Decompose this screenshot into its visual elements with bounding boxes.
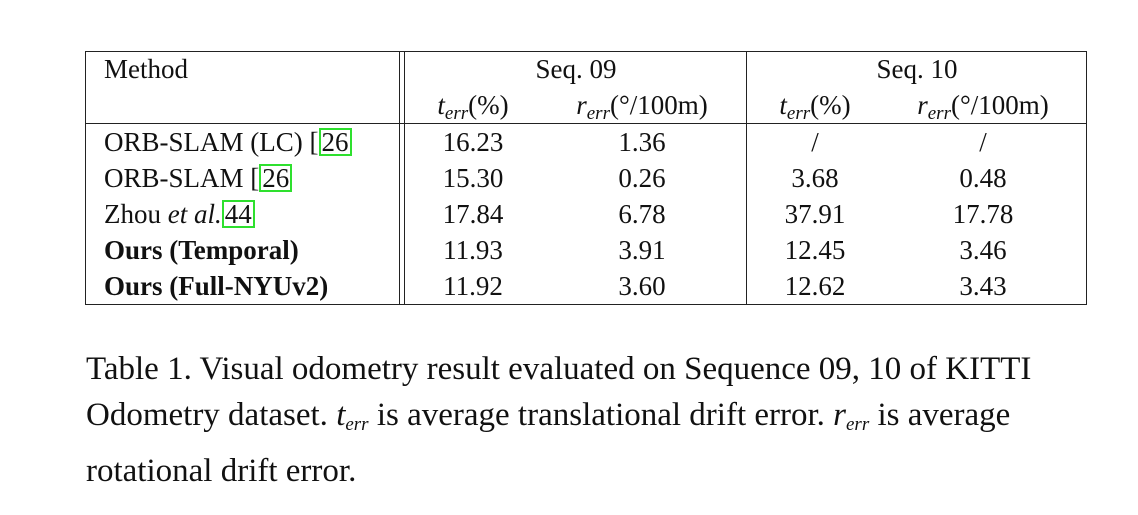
table-cell: 3.60 bbox=[618, 271, 666, 301]
table-cell: 37.91 bbox=[784, 199, 846, 229]
table-cell: / bbox=[811, 127, 819, 157]
header-seq-10: Seq. 10 bbox=[876, 54, 958, 84]
table-cell: 3.43 bbox=[959, 271, 1007, 301]
table-cell: 11.92 bbox=[443, 271, 503, 301]
header-seq-09: Seq. 09 bbox=[535, 54, 617, 84]
column-separator bbox=[399, 52, 400, 304]
row-method: Ours (Full-NYUv2) bbox=[104, 271, 329, 301]
header-r-err-09: rerr(°/100m) bbox=[576, 90, 708, 124]
table-cell: 0.26 bbox=[618, 163, 666, 193]
table-cell: 3.91 bbox=[618, 235, 666, 265]
header-method: Method bbox=[104, 54, 188, 84]
table-cell: 11.93 bbox=[443, 235, 503, 265]
row-method: ORB-SLAM (LC) [26 bbox=[104, 127, 352, 157]
table-cell: 3.46 bbox=[959, 235, 1007, 265]
table-cell: 1.36 bbox=[618, 127, 666, 157]
table-cell: 12.62 bbox=[784, 271, 846, 301]
column-separator bbox=[404, 52, 405, 304]
table-cell: 0.48 bbox=[959, 163, 1007, 193]
table-cell: 17.78 bbox=[952, 199, 1014, 229]
table-caption: Table 1. Visual odometry result evaluate… bbox=[86, 351, 1032, 489]
header-t-err-09: terr(%) bbox=[437, 90, 509, 124]
table-cell: / bbox=[979, 127, 987, 157]
results-table: Method Seq. 09 Seq. 10 terr(%) rerr(°/10… bbox=[85, 51, 1087, 305]
column-separator bbox=[746, 52, 747, 304]
table-cell: 15.30 bbox=[442, 163, 504, 193]
row-method: Zhou et al. 44 bbox=[104, 199, 255, 229]
row-method: ORB-SLAM [26 bbox=[104, 163, 293, 193]
row-method: Ours (Temporal) bbox=[104, 235, 299, 265]
header-rule bbox=[86, 123, 1086, 124]
table-cell: 17.84 bbox=[442, 199, 504, 229]
table-cell: 12.45 bbox=[784, 235, 846, 265]
table-cell: 16.23 bbox=[442, 127, 504, 157]
header-t-err-10: terr(%) bbox=[779, 90, 851, 124]
table-cell: 6.78 bbox=[618, 199, 666, 229]
table-cell: 3.68 bbox=[791, 163, 839, 193]
header-r-err-10: rerr(°/100m) bbox=[917, 90, 1049, 124]
